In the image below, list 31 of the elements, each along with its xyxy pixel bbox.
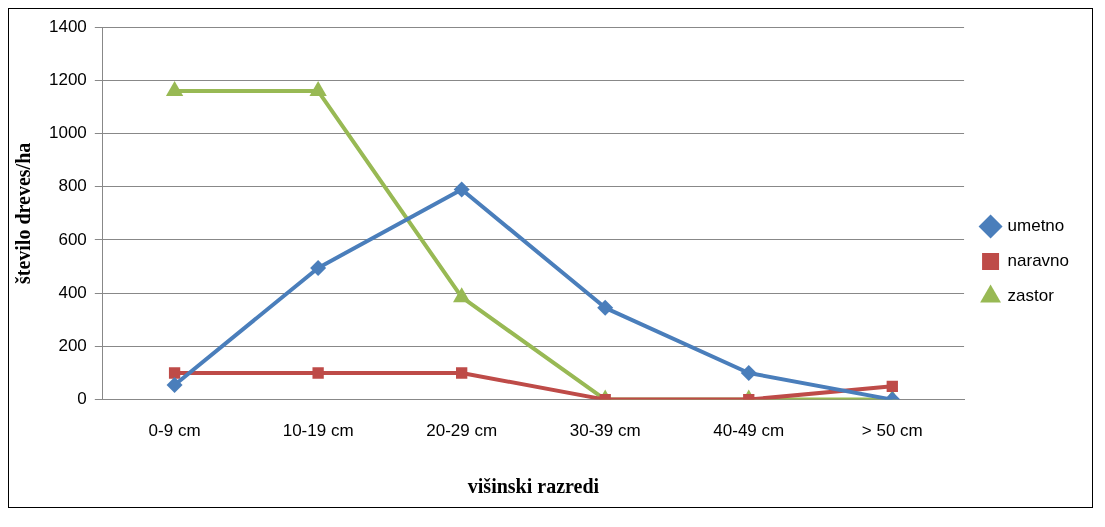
y-tick-label: 600	[58, 229, 87, 249]
y-tick-label: 200	[58, 336, 87, 356]
point	[456, 367, 468, 379]
y-tick-label: 1400	[48, 16, 87, 36]
y-tick-label: 1200	[48, 70, 87, 90]
y-tick-label: 1000	[48, 123, 87, 143]
point	[740, 365, 757, 381]
x-axis-title: višinski razredi	[467, 475, 600, 498]
legend-label: naravno	[1007, 251, 1069, 271]
legend-label: zastor	[1007, 286, 1055, 306]
point	[597, 299, 614, 316]
x-tick-label: 40-49 cm	[713, 421, 785, 441]
x-tick-label: > 50 cm	[861, 421, 923, 441]
x-tick-label: 0-9 cm	[148, 421, 201, 441]
y-tick-label: 800	[58, 176, 87, 196]
point	[312, 367, 324, 379]
point	[886, 380, 898, 392]
point	[309, 81, 327, 97]
legend-label: umetno	[1007, 216, 1065, 236]
y-tick-label: 0	[77, 389, 87, 409]
point	[453, 287, 471, 303]
x-tick-label: 20-29 cm	[426, 421, 498, 441]
x-tick-label: 10-19 cm	[282, 421, 354, 441]
point	[168, 367, 181, 379]
x-tick-label: 30-39 cm	[569, 421, 641, 441]
y-tick-label: 400	[58, 282, 87, 302]
point	[165, 81, 184, 97]
point	[166, 376, 183, 393]
point	[310, 259, 327, 276]
y-axis-title: število dreves/ha	[12, 142, 35, 285]
point	[453, 181, 470, 198]
